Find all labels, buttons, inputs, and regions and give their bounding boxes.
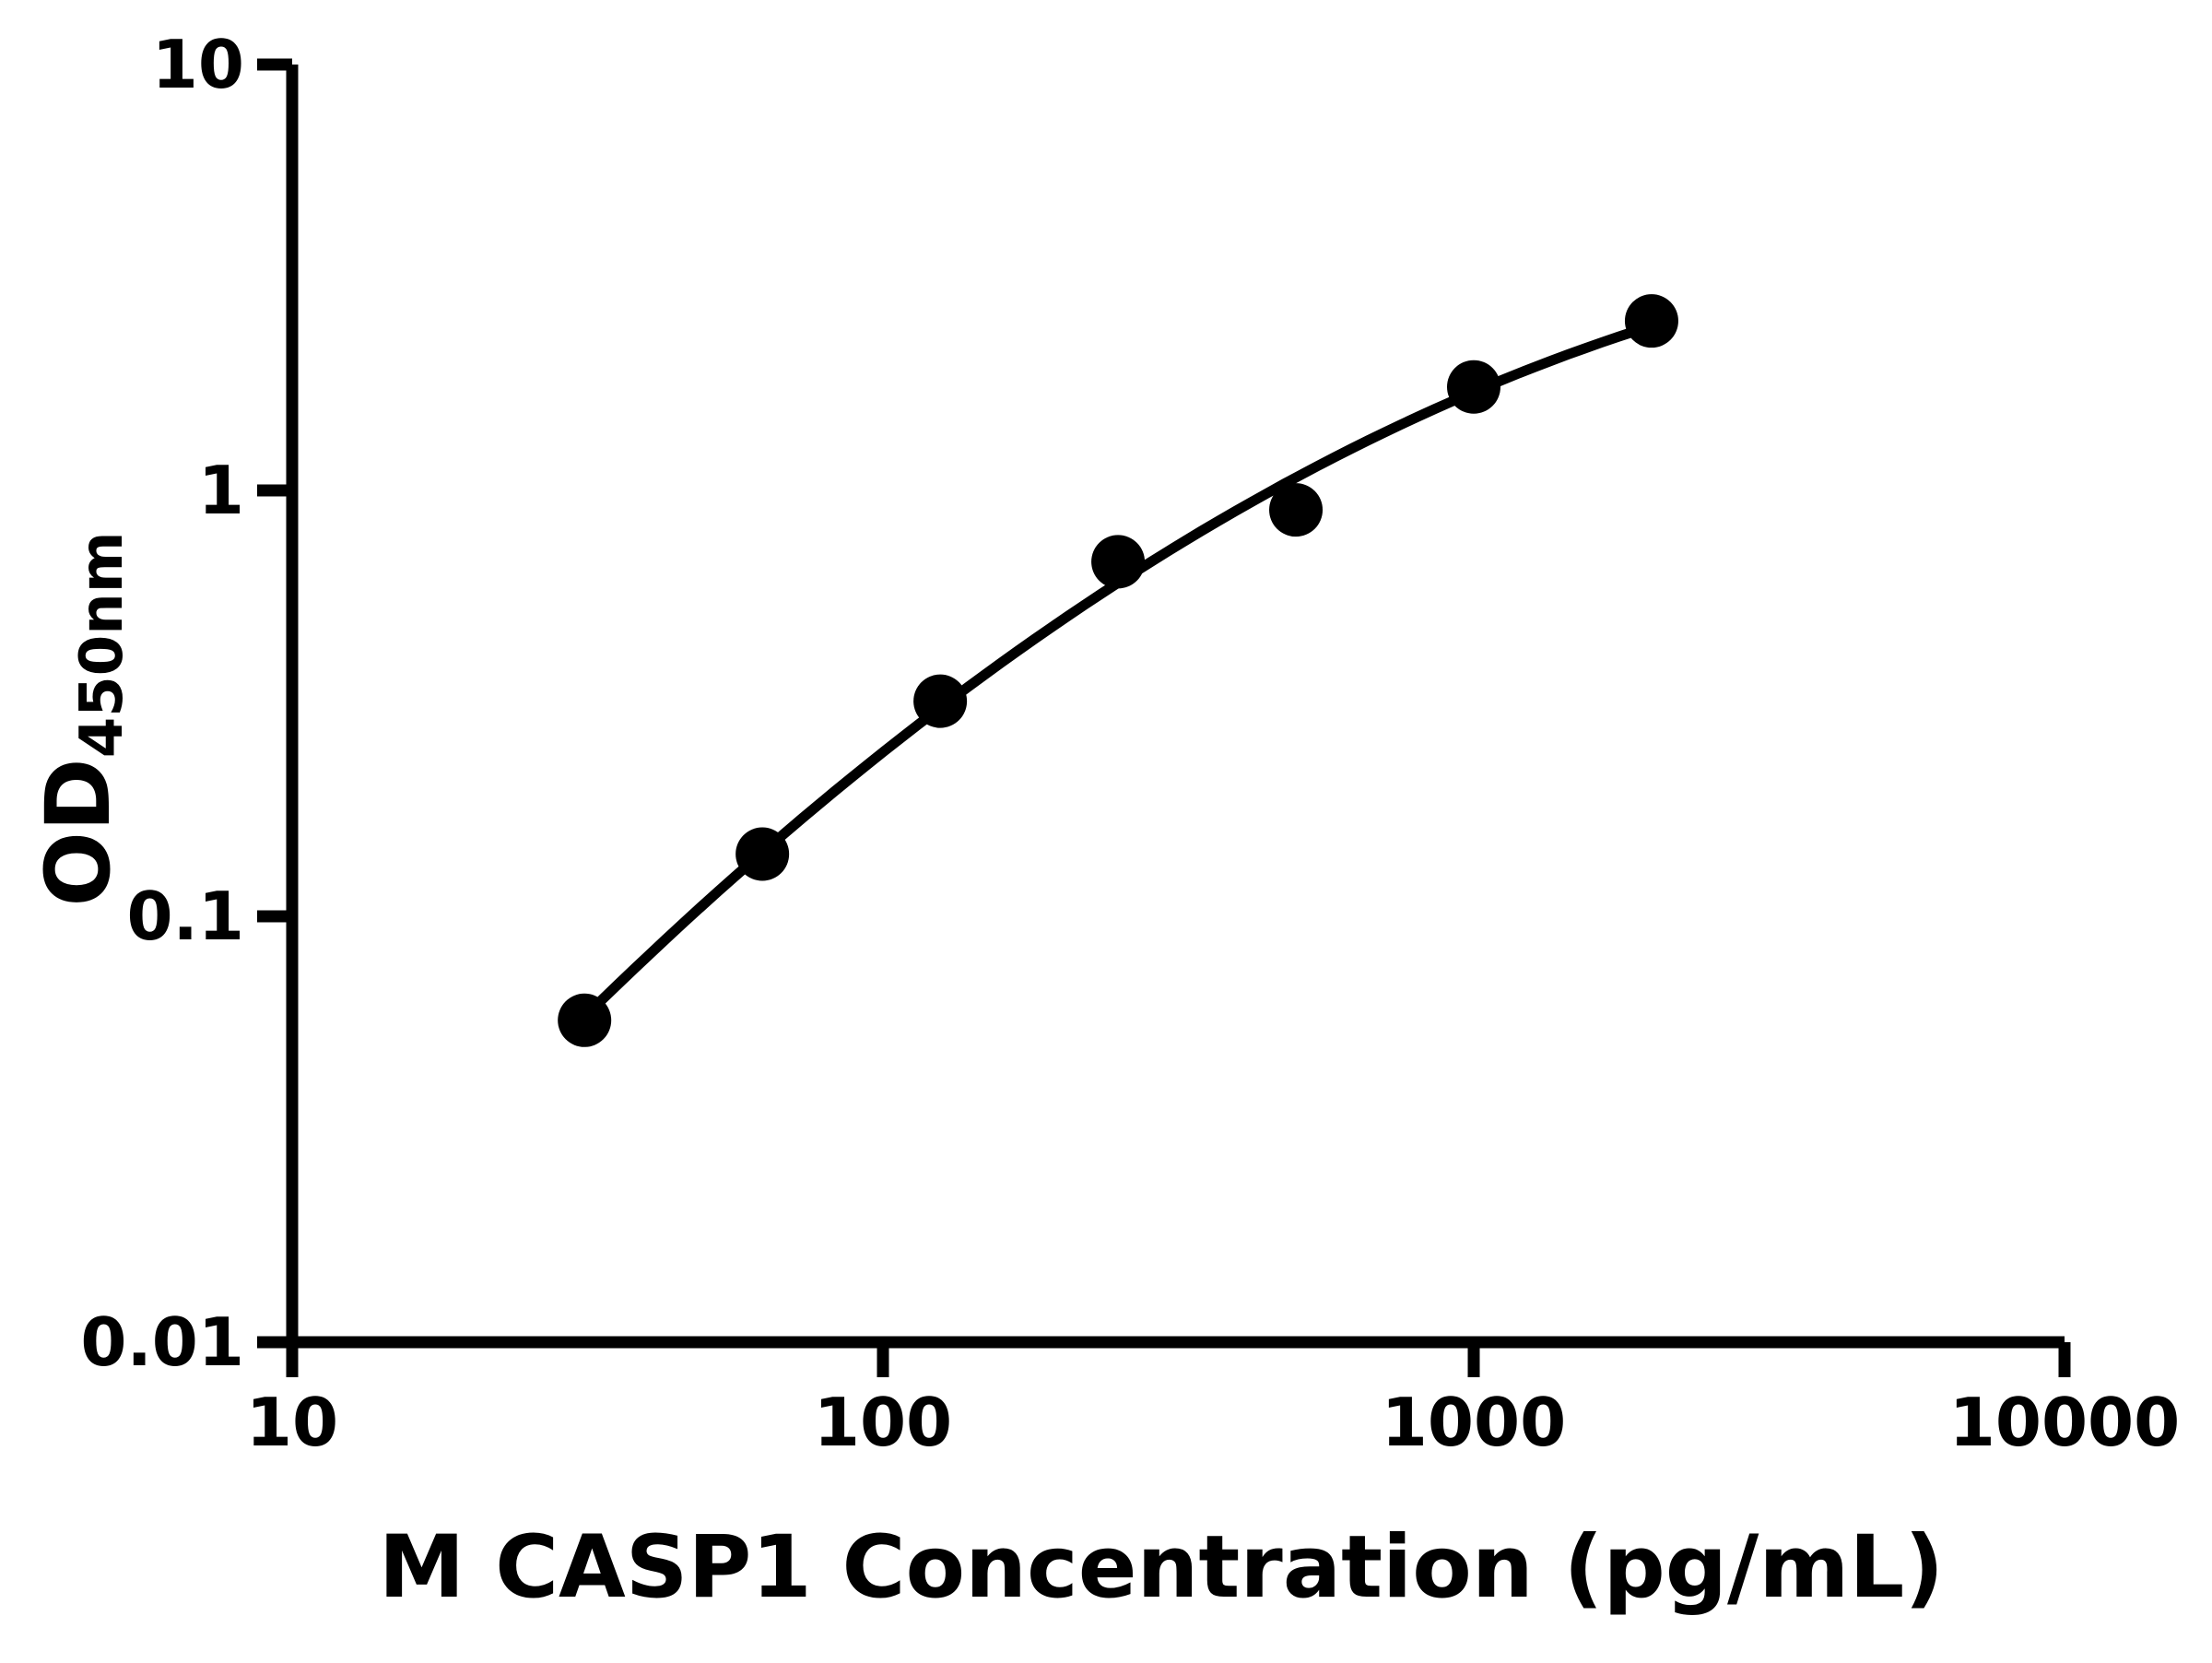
- x-tick-label: 10000: [1949, 1384, 2181, 1461]
- data-point: [1624, 294, 1678, 348]
- x-axis-title: M CASP1 Concentration (pg/mL): [379, 1517, 1944, 1618]
- data-point: [735, 827, 790, 881]
- fit-curve: [579, 321, 1657, 1022]
- axes-spines: [286, 65, 2065, 1349]
- plot-area: 10 100 1000 10000 10 1 0.1 0.01: [80, 26, 2180, 1461]
- y-tick-label: 10: [152, 26, 244, 103]
- x-tick-label: 1000: [1382, 1384, 1566, 1461]
- data-point: [913, 674, 968, 728]
- y-axis-title-main: OD: [27, 758, 130, 906]
- y-axis-title-subscript: 450nm: [68, 531, 136, 758]
- x-tick-label: 10: [246, 1384, 338, 1461]
- y-tick-label: 0.1: [126, 878, 244, 955]
- y-axis-title: OD450nm: [27, 531, 136, 906]
- x-tick-label: 100: [814, 1384, 952, 1461]
- data-point: [1447, 360, 1500, 414]
- data-point: [1269, 483, 1324, 537]
- data-point: [1091, 535, 1146, 589]
- y-tick-label: 0.01: [80, 1303, 244, 1381]
- data-point: [558, 993, 612, 1047]
- y-tick-label: 1: [198, 452, 244, 529]
